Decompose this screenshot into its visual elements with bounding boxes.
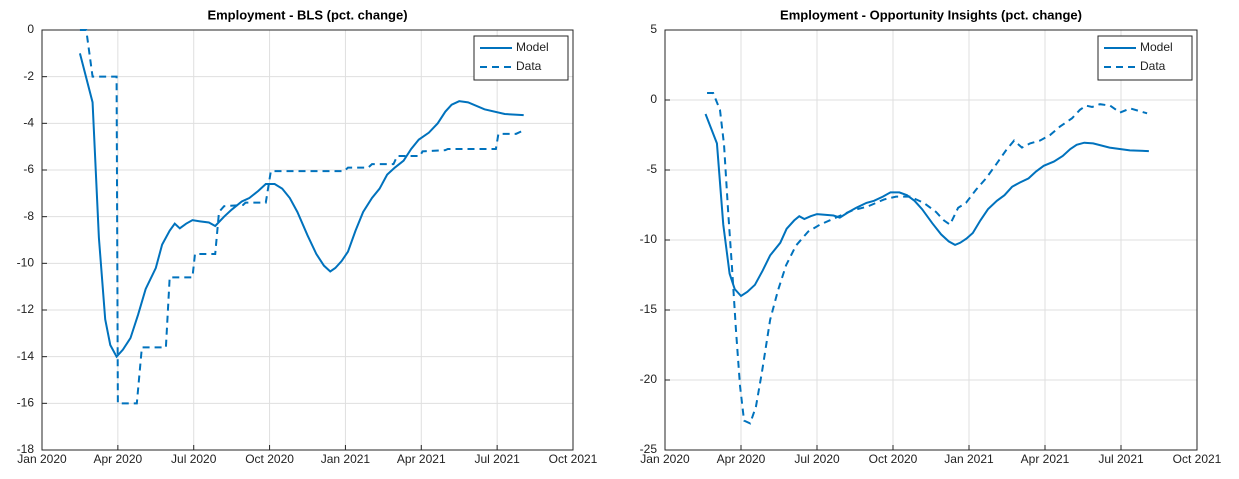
x-tick-label: Apr 2020 bbox=[94, 452, 143, 466]
x-tick-label: Oct 2021 bbox=[549, 452, 598, 466]
x-tick-label: Jan 2021 bbox=[944, 452, 994, 466]
y-tick-label: 0 bbox=[650, 92, 657, 106]
x-tick-label: Oct 2021 bbox=[1173, 452, 1222, 466]
y-tick-label: -2 bbox=[23, 69, 34, 83]
y-tick-label: 5 bbox=[650, 22, 657, 36]
y-tick-label: 0 bbox=[27, 22, 34, 36]
y-tick-label: -20 bbox=[640, 372, 658, 386]
data-line bbox=[707, 92, 1148, 425]
legend-box bbox=[473, 35, 569, 81]
x-tick-label: Jan 2020 bbox=[17, 452, 67, 466]
plot-frame bbox=[664, 29, 1198, 451]
y-tick-label: -12 bbox=[17, 302, 35, 316]
chart-title: Employment - BLS (pct. change) bbox=[207, 7, 407, 22]
y-tick-label: -15 bbox=[640, 302, 658, 316]
y-tick-label: -6 bbox=[23, 162, 34, 176]
x-tick-label: Jul 2020 bbox=[794, 452, 840, 466]
x-tick-label: Jan 2021 bbox=[321, 452, 371, 466]
x-tick-label: Jul 2020 bbox=[171, 452, 217, 466]
x-tick-label: Apr 2021 bbox=[397, 452, 446, 466]
x-tick-label: Jul 2021 bbox=[474, 452, 520, 466]
x-tick-label: Oct 2020 bbox=[869, 452, 918, 466]
plot-frame bbox=[41, 29, 574, 451]
x-tick-label: Jul 2021 bbox=[1098, 452, 1144, 466]
x-tick-label: Apr 2020 bbox=[717, 452, 766, 466]
y-tick-label: -18 bbox=[17, 442, 35, 456]
legend-label: Model bbox=[516, 40, 549, 54]
y-tick-label: -4 bbox=[23, 116, 34, 130]
x-tick-label: Jan 2020 bbox=[640, 452, 690, 466]
data-line bbox=[78, 53, 524, 359]
legend-label: Model bbox=[1140, 40, 1173, 54]
x-tick-label: Oct 2020 bbox=[245, 452, 294, 466]
y-tick-label: -25 bbox=[640, 442, 658, 456]
y-tick-label: -16 bbox=[17, 396, 35, 410]
data-line bbox=[704, 113, 1149, 298]
chart-title: Employment - Opportunity Insights (pct. … bbox=[780, 7, 1082, 22]
legend-label: Data bbox=[1140, 59, 1166, 73]
y-tick-label: -14 bbox=[17, 349, 35, 363]
y-tick-label: -10 bbox=[17, 256, 35, 270]
x-tick-label: Apr 2021 bbox=[1021, 452, 1070, 466]
legend-label: Data bbox=[516, 59, 542, 73]
y-tick-label: -10 bbox=[640, 232, 658, 246]
y-tick-label: -5 bbox=[646, 162, 657, 176]
y-tick-label: -8 bbox=[23, 209, 34, 223]
legend-box bbox=[1097, 35, 1193, 81]
data-line bbox=[79, 29, 525, 405]
